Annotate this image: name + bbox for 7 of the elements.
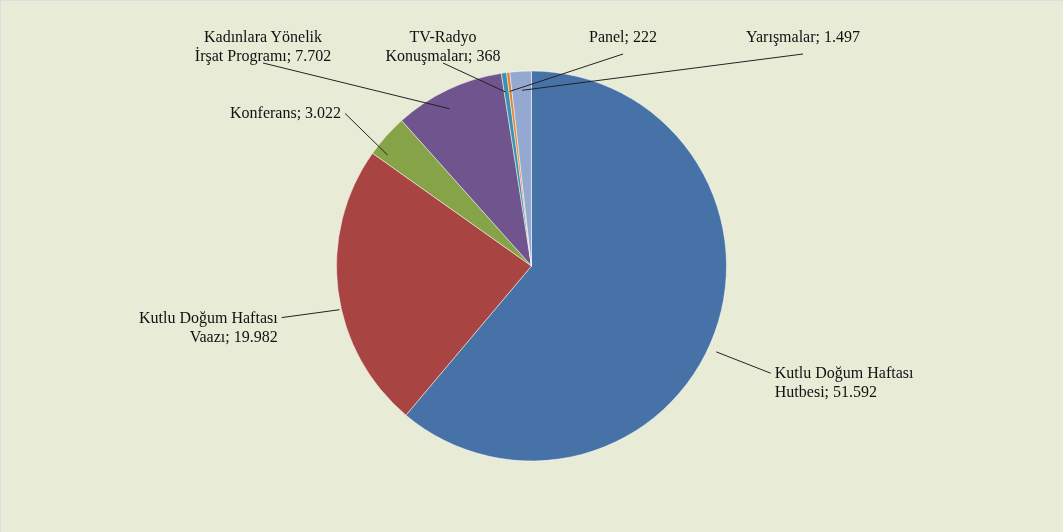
slice-label: Kutlu Doğum Haftası Hutbesi; 51.592 bbox=[774, 364, 914, 401]
slice-label: TV-Radyo Konuşmaları; 368 bbox=[385, 28, 501, 65]
slice-label: Panel; 222 bbox=[589, 28, 657, 45]
slice-label: Yarışmalar; 1.497 bbox=[746, 28, 860, 46]
slice-label: Kutlu Doğum Haftası Vaazı; 19.982 bbox=[139, 308, 279, 345]
slice-label: Kadınlara Yönelik İrşat Programı; 7.702 bbox=[194, 28, 332, 65]
slice-label: Konferans; 3.022 bbox=[230, 104, 342, 122]
